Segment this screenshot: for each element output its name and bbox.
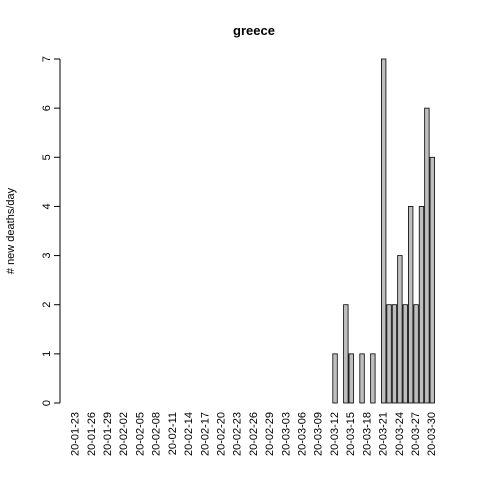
x-tick-label: 20-02-02	[118, 412, 130, 456]
y-tick-label: 2	[41, 302, 53, 308]
x-tick-label: 20-01-26	[86, 412, 98, 456]
x-tick-label: 20-02-20	[215, 412, 227, 456]
x-tick-label: 20-02-29	[264, 412, 276, 456]
x-tick-label: 20-02-08	[151, 412, 163, 456]
bar	[381, 58, 387, 404]
bar	[429, 156, 435, 404]
y-tick-label: 5	[41, 154, 53, 160]
bar	[348, 353, 354, 404]
bar	[386, 304, 392, 404]
y-tick-label: 6	[41, 105, 53, 111]
bar	[332, 353, 338, 404]
x-tick-label: 20-02-26	[248, 412, 260, 456]
x-tick-label: 20-03-24	[394, 412, 406, 456]
bar	[370, 353, 376, 404]
x-tick-label: 20-03-27	[410, 412, 422, 456]
x-tick-label: 20-03-03	[280, 412, 292, 456]
y-tick-label: 4	[41, 203, 53, 209]
x-tick-label: 20-02-11	[167, 412, 179, 455]
bar	[359, 353, 365, 404]
y-tick-label: 0	[41, 400, 53, 406]
x-tick-label: 20-03-30	[426, 412, 438, 456]
bar	[418, 206, 425, 404]
bar	[391, 304, 398, 404]
x-tick-label: 20-02-05	[134, 412, 146, 456]
chart-title: greece	[233, 23, 275, 38]
x-tick-label: 20-01-29	[102, 412, 114, 456]
x-tick-label: 20-03-12	[329, 412, 341, 456]
x-tick-label: 20-02-23	[232, 412, 244, 456]
bar	[343, 304, 349, 404]
bar	[408, 206, 414, 404]
x-tick-label: 20-01-23	[70, 412, 82, 456]
bar	[397, 255, 403, 404]
x-tick-label: 20-03-06	[297, 412, 309, 456]
x-tick-label: 20-03-09	[313, 412, 325, 456]
x-tick-label: 20-03-18	[361, 412, 373, 456]
x-tick-label: 20-03-21	[378, 412, 390, 456]
bar	[424, 107, 430, 404]
x-tick-label: 20-03-15	[345, 412, 357, 456]
y-tick-label: 1	[41, 351, 53, 357]
y-tick-label: 7	[41, 56, 53, 62]
x-tick-label: 20-02-14	[183, 412, 195, 456]
y-axis-label: # new deaths/day	[5, 187, 17, 274]
bar	[402, 304, 408, 404]
x-tick-label: 20-02-17	[199, 412, 211, 456]
y-tick-label: 3	[41, 253, 53, 259]
bar	[413, 304, 419, 404]
